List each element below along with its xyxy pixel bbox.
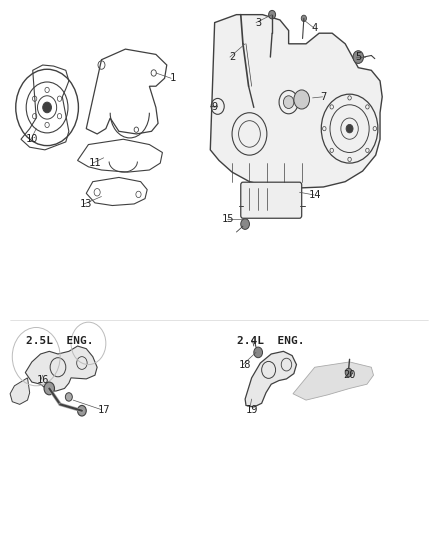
Text: 16: 16 bbox=[36, 375, 49, 385]
Text: 5: 5 bbox=[355, 52, 361, 62]
Text: 11: 11 bbox=[89, 158, 101, 168]
Circle shape bbox=[301, 15, 307, 21]
Polygon shape bbox=[245, 351, 297, 407]
Circle shape bbox=[43, 102, 51, 113]
Text: 18: 18 bbox=[239, 360, 251, 369]
Circle shape bbox=[345, 368, 352, 377]
Text: 15: 15 bbox=[222, 214, 234, 224]
Circle shape bbox=[353, 51, 364, 63]
Text: 17: 17 bbox=[97, 405, 110, 415]
Circle shape bbox=[346, 124, 353, 133]
Circle shape bbox=[241, 219, 250, 229]
FancyBboxPatch shape bbox=[241, 182, 302, 218]
Circle shape bbox=[44, 382, 54, 395]
Text: 7: 7 bbox=[320, 92, 327, 102]
Polygon shape bbox=[293, 362, 374, 400]
Text: 19: 19 bbox=[245, 405, 258, 415]
Polygon shape bbox=[10, 378, 30, 405]
Text: 3: 3 bbox=[255, 18, 261, 28]
Circle shape bbox=[294, 90, 310, 109]
Circle shape bbox=[268, 11, 276, 19]
Polygon shape bbox=[25, 346, 97, 391]
Polygon shape bbox=[210, 14, 382, 188]
Text: 4: 4 bbox=[311, 23, 318, 33]
Text: 1: 1 bbox=[170, 73, 177, 83]
Text: 9: 9 bbox=[212, 102, 218, 112]
Text: 20: 20 bbox=[343, 370, 356, 380]
Text: 2.5L  ENG.: 2.5L ENG. bbox=[26, 336, 94, 346]
Text: 2.4L  ENG.: 2.4L ENG. bbox=[237, 336, 305, 346]
Text: 10: 10 bbox=[25, 134, 38, 144]
Circle shape bbox=[254, 347, 262, 358]
Circle shape bbox=[65, 393, 72, 401]
Text: 14: 14 bbox=[308, 190, 321, 200]
Text: 13: 13 bbox=[80, 199, 92, 209]
Circle shape bbox=[283, 96, 294, 109]
Text: 2: 2 bbox=[229, 52, 235, 62]
Circle shape bbox=[78, 406, 86, 416]
